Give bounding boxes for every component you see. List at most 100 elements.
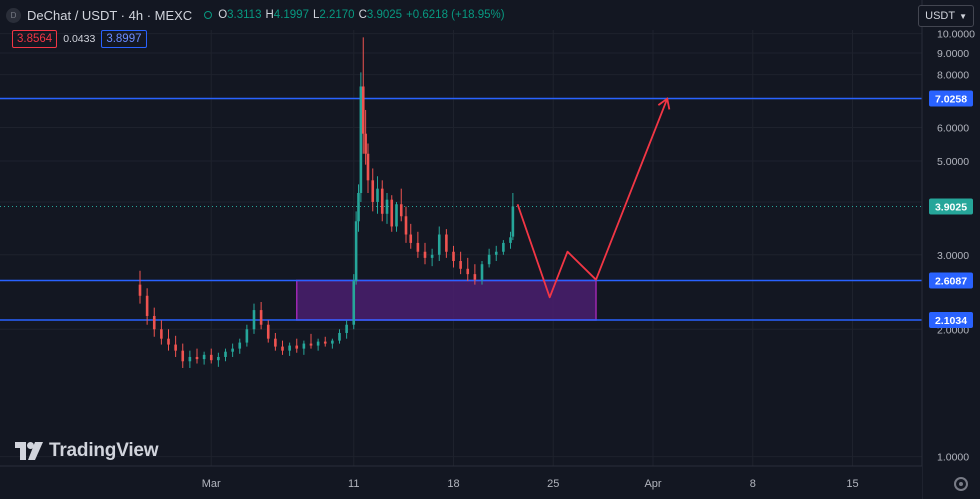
chevron-down-icon: ▼ — [959, 11, 967, 21]
candle — [266, 324, 270, 339]
price-label: 7.0258 — [935, 93, 967, 105]
candle — [423, 251, 427, 258]
candle — [361, 86, 365, 134]
price-label-box — [929, 312, 973, 329]
candle — [376, 188, 379, 202]
currency-button[interactable]: USDT ▼ — [918, 5, 974, 27]
x-tick-label: Mar — [202, 478, 221, 490]
candle — [209, 354, 213, 361]
price-label-box — [929, 198, 973, 215]
symbol-logo-icon[interactable]: D — [6, 7, 21, 23]
candle — [494, 251, 498, 255]
spread-value: 0.0433 — [63, 33, 96, 45]
candle — [416, 242, 420, 252]
candle — [459, 261, 462, 269]
candle — [160, 329, 163, 339]
candle — [354, 221, 358, 282]
candle — [502, 242, 505, 252]
candle — [195, 356, 199, 360]
x-tick-label: 25 — [547, 478, 559, 490]
price-label: 3.9025 — [935, 201, 967, 213]
sell-button[interactable]: 3.8564 — [12, 30, 58, 48]
candle — [145, 295, 149, 316]
candle — [399, 204, 403, 217]
candle — [224, 351, 227, 357]
candle — [480, 264, 484, 280]
candle — [274, 338, 277, 347]
close-value: 3.9025 — [366, 9, 403, 21]
candle — [466, 268, 470, 275]
y-tick-label: 1.0000 — [937, 452, 969, 464]
candle — [430, 254, 434, 258]
x-tick-label: Apr — [644, 478, 661, 490]
tradingview-watermark: TradingView — [15, 440, 159, 462]
candle — [316, 341, 320, 346]
demand-zone — [296, 279, 597, 321]
candle — [252, 310, 256, 330]
symbol-title[interactable]: DeChat / USDT · 4h · MEXC — [27, 7, 193, 23]
tradingview-logo-icon — [15, 442, 43, 460]
candle — [174, 344, 177, 351]
candle — [202, 354, 206, 360]
ohlc-values: O3.3113 H4.1997 L2.2170 C3.9025 +0.6218 … — [218, 9, 504, 21]
candle — [188, 356, 192, 362]
candle — [357, 192, 360, 222]
y-tick-label: 6.0000 — [937, 122, 969, 134]
candle — [309, 343, 313, 346]
buy-button[interactable]: 3.8997 — [101, 30, 147, 48]
low-key: L — [312, 9, 320, 21]
candle — [323, 341, 327, 344]
x-tick-label: 15 — [846, 478, 858, 490]
candle — [385, 199, 389, 214]
x-tick-label: 11 — [348, 478, 359, 490]
candle — [404, 216, 408, 235]
chart-header: D DeChat / USDT · 4h · MEXC O3.3113 H4.1… — [6, 5, 505, 25]
candle — [295, 345, 299, 349]
candle — [366, 153, 370, 181]
candle — [331, 340, 334, 344]
x-tick-label: 18 — [447, 478, 459, 490]
candle — [259, 310, 263, 325]
candle — [238, 342, 242, 349]
candle — [138, 284, 142, 296]
projection-arrowhead — [657, 97, 671, 110]
price-label: 2.1034 — [935, 315, 967, 327]
candle — [511, 206, 515, 237]
x-tick-label: 8 — [750, 478, 756, 490]
market-status-icon[interactable] — [204, 11, 213, 19]
candle — [281, 346, 284, 351]
open-value: 3.3113 — [227, 9, 262, 21]
y-tick-label: 9.0000 — [937, 48, 969, 60]
price-label-box — [929, 272, 973, 289]
candle — [352, 281, 356, 325]
change-value: +0.6218 (+18.95%) — [406, 9, 505, 21]
close-key: C — [358, 9, 367, 21]
price-label-box — [929, 90, 973, 107]
candle — [380, 188, 384, 214]
candle — [231, 348, 234, 352]
gear-icon[interactable] — [954, 477, 968, 491]
candle — [345, 324, 348, 333]
candle — [245, 329, 249, 343]
candle — [217, 356, 220, 361]
price-axis — [922, 0, 980, 499]
candle — [395, 204, 398, 227]
y-tick-label: 5.0000 — [937, 156, 969, 168]
candle — [167, 338, 170, 345]
high-value: 4.1997 — [273, 9, 309, 21]
projection-path — [516, 98, 669, 299]
watermark-text: TradingView — [49, 440, 159, 461]
candle — [181, 350, 185, 362]
candle — [409, 234, 413, 243]
high-key: H — [265, 9, 274, 21]
candle — [152, 315, 156, 330]
time-axis — [0, 466, 922, 499]
candle — [302, 343, 306, 349]
buy-sell-panel: 3.8564 0.0433 3.8997 — [12, 30, 147, 48]
candle — [288, 345, 291, 351]
candle — [473, 274, 477, 280]
y-tick-label: 10.0000 — [937, 29, 975, 41]
price-label: 2.6087 — [935, 275, 967, 287]
